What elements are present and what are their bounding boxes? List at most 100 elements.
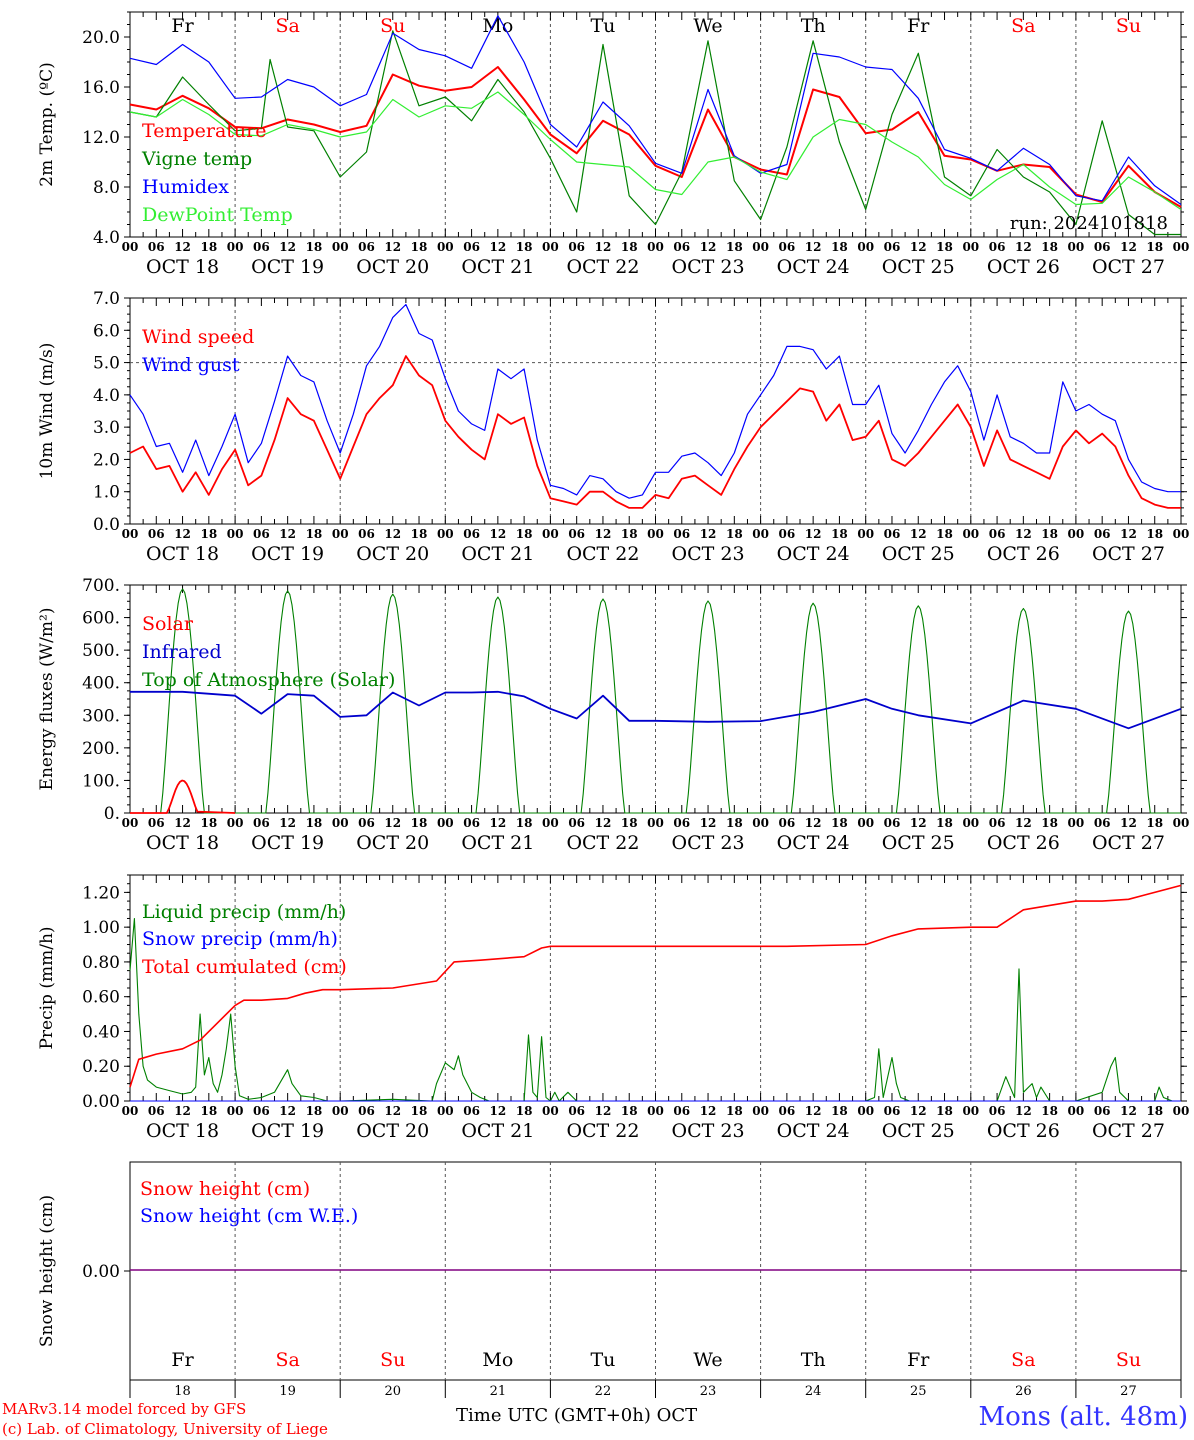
series-line — [129, 30, 1181, 236]
hour-label: 06 — [568, 1104, 585, 1118]
hour-label: 06 — [463, 527, 480, 541]
hour-label: 12 — [489, 816, 506, 830]
hour-label: 06 — [989, 1104, 1006, 1118]
hour-label: 12 — [1120, 816, 1137, 830]
hour-label: 00 — [122, 816, 139, 830]
weekday-label: Fr — [171, 15, 194, 37]
hour-label: 00 — [857, 527, 874, 541]
hour-label: 06 — [884, 1104, 901, 1118]
hour-label: 00 — [752, 527, 769, 541]
hour-label: 00 — [647, 527, 664, 541]
hour-label: 06 — [989, 240, 1006, 254]
hour-label: 18 — [1041, 816, 1058, 830]
hour-label: 06 — [884, 240, 901, 254]
hour-label: 06 — [989, 527, 1006, 541]
hour-label: 00 — [752, 1104, 769, 1118]
hour-label: 06 — [1094, 1104, 1111, 1118]
y-tick-label: 0.00 — [82, 1092, 120, 1112]
series-line — [129, 355, 1181, 509]
y-tick-label: 300. — [82, 706, 120, 726]
y-tick-label: 600. — [82, 609, 120, 629]
y-tick-label: 0.00 — [82, 1262, 120, 1282]
day-number-label: 21 — [490, 1384, 507, 1399]
hour-label: 18 — [621, 527, 638, 541]
hour-label: 18 — [411, 1104, 428, 1118]
weekday-label: Fr — [907, 1349, 930, 1371]
y-tick-label: 4.0 — [93, 386, 120, 406]
hour-label: 18 — [621, 240, 638, 254]
hour-label: 00 — [542, 240, 559, 254]
hour-label: 18 — [411, 240, 428, 254]
date-label: OCT 19 — [251, 256, 324, 278]
legend-snow-precip-mm-h-: Snow precip (mm/h) — [142, 928, 338, 950]
hour-label: 18 — [200, 240, 217, 254]
y-tick-label: 12.0 — [82, 128, 120, 148]
hour-label: 12 — [1015, 240, 1032, 254]
hour-label: 06 — [779, 1104, 796, 1118]
hour-label: 00 — [227, 527, 244, 541]
hour-label: 06 — [358, 1104, 375, 1118]
hour-label: 18 — [936, 527, 953, 541]
hour-label: 00 — [542, 816, 559, 830]
hour-label: 12 — [1015, 816, 1032, 830]
date-label: OCT 19 — [251, 1120, 324, 1142]
hour-label: 00 — [752, 816, 769, 830]
date-label: OCT 18 — [146, 256, 219, 278]
hour-label: 00 — [962, 527, 979, 541]
hour-label: 12 — [279, 1104, 296, 1118]
hour-label: 06 — [253, 1104, 270, 1118]
hour-label: 00 — [1068, 1104, 1085, 1118]
series-line — [129, 66, 1182, 208]
hour-label: 18 — [1146, 1104, 1163, 1118]
weekday-label: We — [693, 1349, 722, 1371]
hour-label: 18 — [411, 527, 428, 541]
hour-label: 00 — [332, 1104, 349, 1118]
hour-label: 06 — [779, 816, 796, 830]
hour-label: 06 — [568, 527, 585, 541]
hour-label: 12 — [384, 240, 401, 254]
legend-snow-height-cm-: Snow height (cm) — [140, 1178, 310, 1200]
weekday-label: Tu — [590, 1349, 615, 1371]
legend-top-of-atmosphere-solar-: Top of Atmosphere (Solar) — [142, 669, 395, 691]
y-tick-label: 0. — [104, 804, 120, 824]
series-line — [129, 303, 1181, 499]
y-tick-label: 20.0 — [82, 28, 120, 48]
hour-label: 18 — [936, 1104, 953, 1118]
hour-label: 00 — [1173, 816, 1190, 830]
hour-label: 18 — [831, 816, 848, 830]
legend-dewpoint-temp: DewPoint Temp — [142, 204, 293, 226]
date-label: OCT 24 — [777, 832, 850, 854]
hour-label: 00 — [332, 527, 349, 541]
legend-solar: Solar — [142, 613, 194, 635]
hour-label: 12 — [595, 527, 612, 541]
hour-label: 18 — [516, 240, 533, 254]
legend-humidex: Humidex — [142, 176, 229, 198]
date-label: OCT 23 — [672, 543, 745, 565]
y-tick-label: 700. — [82, 576, 120, 596]
legend-infrared: Infrared — [142, 641, 222, 663]
hour-label: 18 — [831, 527, 848, 541]
series-line — [129, 91, 1182, 210]
date-label: OCT 26 — [987, 1120, 1060, 1142]
hour-label: 12 — [1015, 527, 1032, 541]
hour-label: 06 — [673, 1104, 690, 1118]
day-number-label: 20 — [384, 1384, 401, 1399]
hour-label: 18 — [306, 1104, 323, 1118]
date-label: OCT 23 — [672, 256, 745, 278]
y-axis-label: 10m Wind (m/s) — [37, 343, 57, 480]
hour-label: 12 — [595, 240, 612, 254]
day-number-label: 19 — [279, 1384, 296, 1399]
hour-label: 06 — [463, 816, 480, 830]
series-line — [129, 917, 1181, 1102]
date-label: OCT 21 — [461, 1120, 534, 1142]
hour-label: 06 — [884, 527, 901, 541]
hour-label: 06 — [253, 240, 270, 254]
hour-label: 12 — [174, 240, 191, 254]
hour-label: 18 — [1146, 816, 1163, 830]
legend-snow-height-cm-w-e-: Snow height (cm W.E.) — [140, 1205, 358, 1227]
hour-label: 12 — [489, 1104, 506, 1118]
date-label: OCT 27 — [1092, 1120, 1165, 1142]
hour-label: 06 — [358, 240, 375, 254]
hour-label: 00 — [122, 1104, 139, 1118]
hour-label: 00 — [332, 816, 349, 830]
